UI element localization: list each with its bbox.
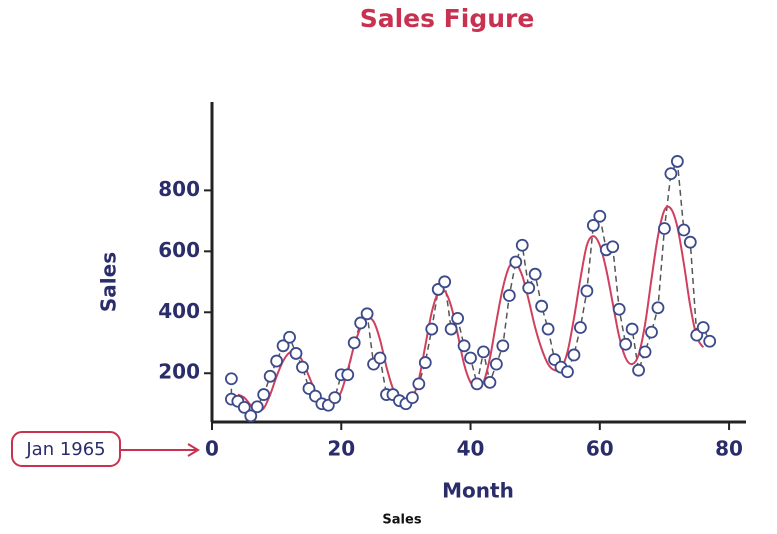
- point: [477, 345, 490, 359]
- dashed-line: [230, 158, 711, 418]
- point: [670, 155, 684, 168]
- point: [237, 400, 251, 414]
- point: [574, 321, 587, 334]
- point: [703, 334, 717, 348]
- y-tick-label: 800: [158, 177, 200, 201]
- point: [296, 360, 309, 374]
- x-tick-label: 20: [327, 437, 355, 461]
- point: [612, 302, 626, 316]
- point: [244, 409, 258, 423]
- point: [464, 351, 477, 365]
- point: [632, 363, 645, 377]
- point: [451, 311, 465, 325]
- caption: Sales: [382, 513, 421, 528]
- y-tick-label: 600: [158, 238, 200, 262]
- point: [606, 240, 620, 254]
- y-axis-label: Sales: [97, 252, 121, 312]
- point: [541, 322, 555, 336]
- point: [522, 281, 536, 295]
- point: [528, 267, 542, 281]
- point: [438, 275, 452, 289]
- point: [593, 209, 607, 223]
- point: [360, 307, 374, 321]
- point: [658, 222, 671, 235]
- point: [651, 301, 665, 315]
- point: [354, 316, 368, 330]
- point: [683, 235, 697, 249]
- point: [567, 348, 581, 362]
- point: [664, 167, 678, 181]
- x-tick-label: 60: [586, 437, 614, 461]
- point: [263, 369, 277, 383]
- x-tick-label: 40: [457, 437, 485, 461]
- x-tick-label: 80: [715, 437, 743, 461]
- point: [276, 339, 290, 353]
- point: [483, 375, 497, 389]
- point: [489, 357, 503, 371]
- point: [224, 372, 238, 386]
- fit-line: [237, 205, 705, 412]
- y-tick-label: 400: [158, 299, 200, 323]
- point: [373, 351, 387, 365]
- x-axis-label: Month: [442, 479, 514, 503]
- x-tick-label: 0: [205, 437, 219, 461]
- y-tick-label: 200: [158, 360, 200, 384]
- point: [561, 365, 574, 379]
- point: [496, 339, 510, 353]
- point: [470, 377, 484, 391]
- point: [457, 339, 471, 353]
- point: [580, 284, 594, 298]
- annotation: Jan 1965: [25, 439, 105, 460]
- point: [418, 356, 432, 369]
- point: [638, 345, 652, 359]
- point: [625, 322, 639, 336]
- point: [619, 337, 633, 351]
- point: [696, 321, 710, 334]
- point: [515, 238, 529, 252]
- point: [444, 322, 458, 336]
- point: [509, 255, 523, 269]
- point: [341, 368, 355, 382]
- point: [289, 347, 303, 360]
- point: [257, 388, 271, 401]
- point: [677, 223, 691, 237]
- point: [270, 354, 284, 368]
- point: [328, 391, 342, 405]
- point: [645, 325, 658, 339]
- point: [347, 336, 361, 350]
- point: [283, 330, 296, 344]
- chart-title: Sales Figure: [360, 4, 535, 33]
- point: [586, 219, 600, 232]
- point: [502, 289, 516, 302]
- point: [425, 322, 439, 336]
- point: [250, 400, 264, 414]
- point: [535, 299, 549, 313]
- arrow-head: [187, 443, 200, 457]
- point: [412, 377, 426, 391]
- point: [405, 391, 419, 405]
